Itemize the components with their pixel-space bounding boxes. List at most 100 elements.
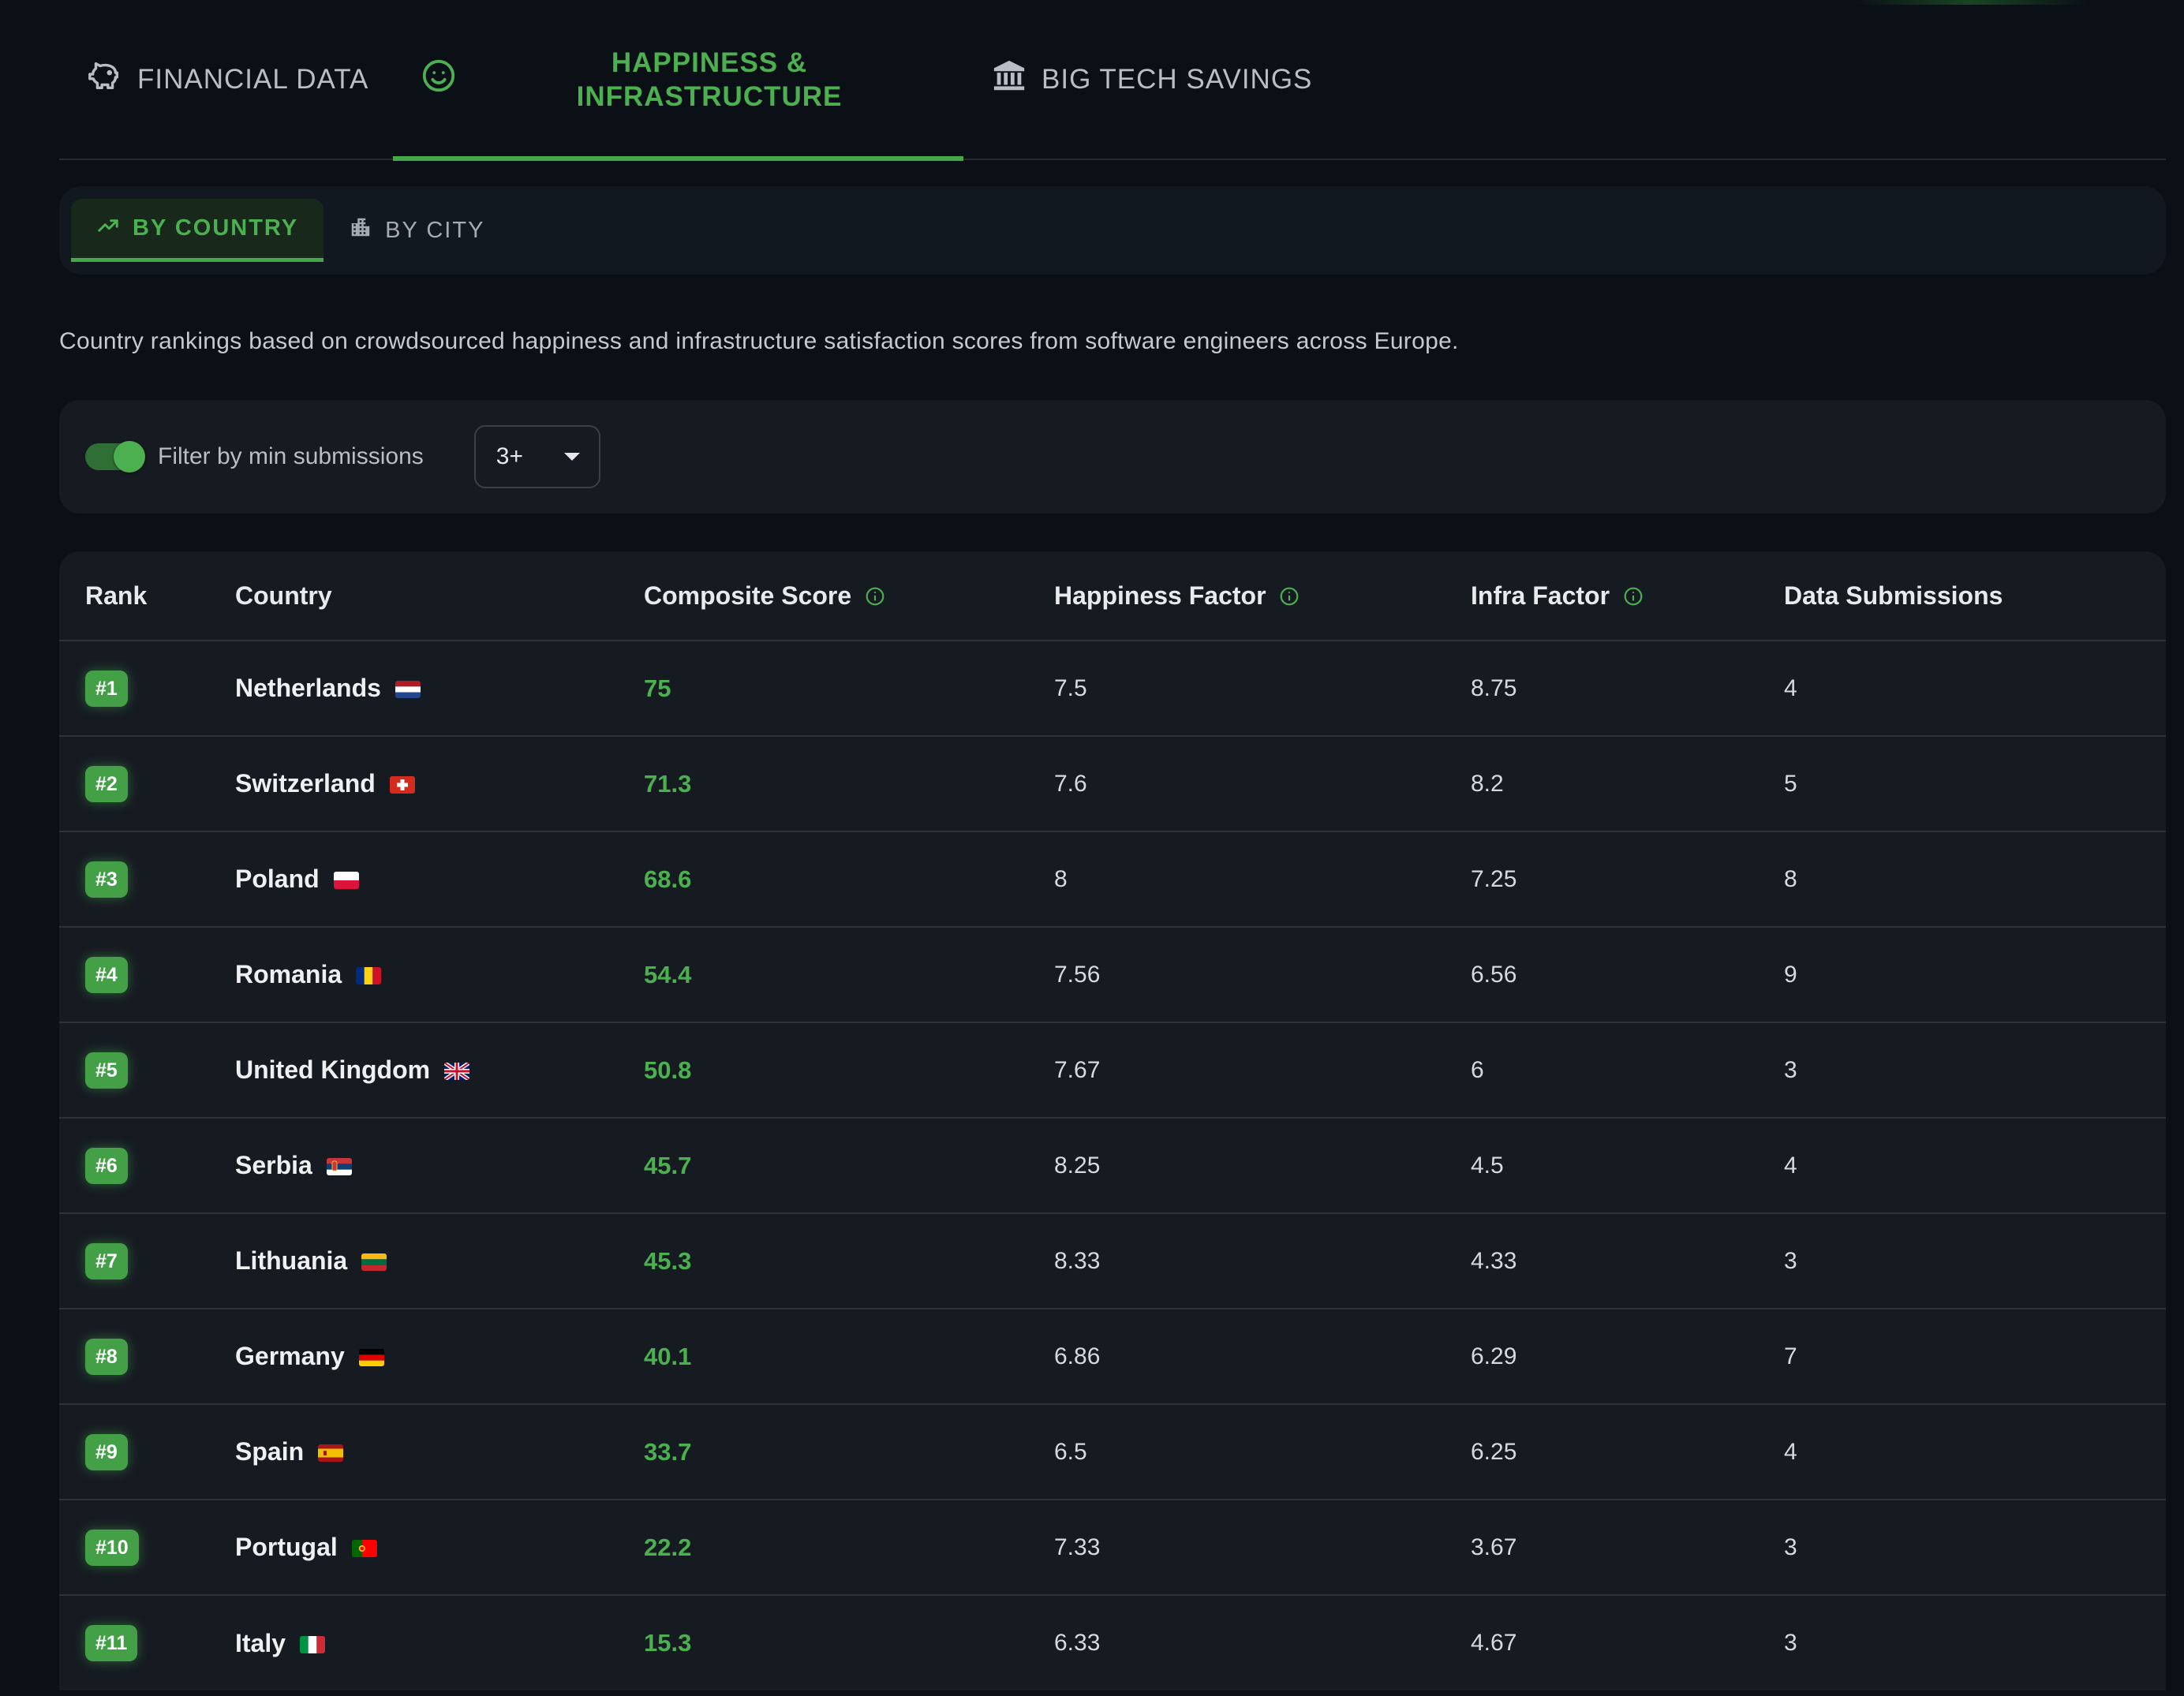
rank-badge: #8 — [85, 1338, 128, 1375]
cell-data-submissions: 9 — [1784, 927, 2166, 1023]
header-data-submissions[interactable]: Data Submissions — [1784, 551, 2166, 641]
data-submissions: 9 — [1784, 961, 1797, 988]
happiness-factor: 7.56 — [1054, 961, 1101, 988]
cell-country: Serbia — [235, 1118, 644, 1214]
chevron-down-icon — [563, 453, 580, 461]
header-happiness-factor[interactable]: Happiness Factor — [1054, 551, 1471, 641]
cell-country: Lithuania — [235, 1213, 644, 1309]
info-icon[interactable] — [1623, 584, 1644, 605]
main-tabs: FINANCIAL DATA HAPPINESS & INFRASTRUCTUR… — [59, 0, 2166, 161]
cell-happiness-factor: 8 — [1054, 831, 1471, 928]
composite-score: 71.3 — [644, 769, 692, 798]
cell-rank: #8 — [59, 1309, 235, 1405]
table-row[interactable]: #10 Portugal 22.2 7.33 3.67 3 — [59, 1500, 2166, 1596]
info-icon[interactable] — [865, 584, 885, 605]
cell-rank: #7 — [59, 1213, 235, 1309]
subtab-by-country-label: BY COUNTRY — [133, 215, 299, 241]
cell-composite-score: 71.3 — [644, 736, 1054, 832]
table-row[interactable]: #7 Lithuania 45.3 8.33 4.33 3 — [59, 1213, 2166, 1309]
cell-infra-factor: 8.2 — [1471, 736, 1784, 832]
header-rank[interactable]: Rank — [59, 551, 235, 641]
country-name: Portugal — [235, 1533, 338, 1561]
table-row[interactable]: #2 Switzerland 71.3 7.6 8.2 5 — [59, 736, 2166, 832]
cell-rank: #6 — [59, 1118, 235, 1214]
infra-factor: 6.25 — [1471, 1438, 1517, 1465]
cell-composite-score: 40.1 — [644, 1309, 1054, 1405]
flag-es-icon — [318, 1444, 344, 1462]
subtab-by-city[interactable]: BY CITY — [323, 199, 510, 262]
city-buildings-icon — [349, 215, 372, 245]
page-container: FINANCIAL DATA HAPPINESS & INFRASTRUCTUR… — [59, 0, 2166, 1690]
header-rank-label: Rank — [85, 581, 148, 610]
country-name: Serbia — [235, 1151, 312, 1179]
rankings-table: Rank Country Composite Score Happiness F… — [59, 551, 2166, 1690]
rank-badge: #10 — [85, 1529, 139, 1566]
composite-score: 33.7 — [644, 1437, 692, 1466]
data-submissions: 3 — [1784, 1630, 1797, 1656]
tab-happiness-label: HAPPINESS & INFRASTRUCTURE — [471, 46, 963, 114]
cell-rank: #10 — [59, 1500, 235, 1596]
rank-badge: #5 — [85, 1052, 128, 1089]
header-infra-factor[interactable]: Infra Factor — [1471, 551, 1784, 641]
flag-de-icon — [358, 1349, 384, 1366]
happiness-factor: 8.33 — [1054, 1247, 1101, 1274]
cell-composite-score: 68.6 — [644, 831, 1054, 928]
smiley-icon — [421, 58, 457, 101]
composite-score: 22.2 — [644, 1533, 692, 1561]
cell-country: Romania — [235, 927, 644, 1023]
tab-happiness-infrastructure[interactable]: HAPPINESS & INFRASTRUCTURE — [393, 0, 963, 161]
composite-score: 15.3 — [644, 1629, 692, 1657]
cell-data-submissions: 3 — [1784, 1213, 2166, 1309]
table-row[interactable]: #11 Italy 15.3 6.33 4.67 3 — [59, 1595, 2166, 1690]
header-country-label: Country — [235, 581, 332, 610]
rank-badge: #9 — [85, 1433, 128, 1470]
table-row[interactable]: #3 Poland 68.6 8 7.25 8 — [59, 831, 2166, 928]
cell-infra-factor: 6.29 — [1471, 1309, 1784, 1405]
infra-factor: 6 — [1471, 1056, 1484, 1083]
data-submissions: 8 — [1784, 865, 1797, 892]
cell-data-submissions: 5 — [1784, 736, 2166, 832]
cell-infra-factor: 6.56 — [1471, 927, 1784, 1023]
cell-happiness-factor: 7.67 — [1054, 1022, 1471, 1119]
min-submissions-toggle[interactable] — [85, 441, 145, 473]
rank-badge: #1 — [85, 670, 128, 707]
table-row[interactable]: #9 Spain 33.7 6.5 6.25 4 — [59, 1404, 2166, 1500]
table-row[interactable]: #8 Germany 40.1 6.86 6.29 7 — [59, 1309, 2166, 1405]
cell-composite-score: 50.8 — [644, 1022, 1054, 1119]
cell-composite-score: 75 — [644, 641, 1054, 737]
infra-factor: 3.67 — [1471, 1533, 1517, 1560]
table-row[interactable]: #6 Serbia 45.7 8.25 4.5 4 — [59, 1118, 2166, 1214]
flag-lt-icon — [361, 1253, 387, 1271]
tab-happiness-label-line1: HAPPINESS & — [611, 47, 808, 78]
happiness-factor: 6.33 — [1054, 1630, 1101, 1656]
data-submissions: 4 — [1784, 1438, 1797, 1465]
flag-pt-icon — [351, 1540, 377, 1557]
cell-infra-factor: 8.75 — [1471, 641, 1784, 737]
table-row[interactable]: #1 Netherlands 75 7.5 8.75 4 — [59, 641, 2166, 737]
cell-data-submissions: 8 — [1784, 831, 2166, 928]
flag-rs-icon — [326, 1158, 352, 1175]
cell-composite-score: 45.7 — [644, 1118, 1054, 1214]
table-row[interactable]: #4 Romania 54.4 7.56 6.56 9 — [59, 927, 2166, 1023]
tab-financial-data[interactable]: FINANCIAL DATA — [59, 0, 393, 159]
infra-factor: 6.56 — [1471, 961, 1517, 988]
header-country[interactable]: Country — [235, 551, 644, 641]
infra-factor: 8.2 — [1471, 770, 1504, 797]
min-submissions-select[interactable]: 3+ — [473, 425, 600, 488]
header-happiness-label: Happiness Factor — [1054, 581, 1266, 610]
tab-big-tech-savings[interactable]: BIG TECH SAVINGS — [963, 0, 1312, 159]
data-submissions: 4 — [1784, 674, 1797, 701]
cell-happiness-factor: 8.25 — [1054, 1118, 1471, 1214]
country-name: Poland — [235, 865, 320, 893]
cell-rank: #2 — [59, 736, 235, 832]
table-row[interactable]: #5 United Kingdom 50.8 7.67 6 3 — [59, 1022, 2166, 1119]
info-icon[interactable] — [1279, 584, 1300, 605]
composite-score: 75 — [644, 674, 671, 702]
cell-country: United Kingdom — [235, 1022, 644, 1119]
subtab-by-country[interactable]: BY COUNTRY — [71, 199, 324, 262]
rank-badge: #11 — [85, 1625, 138, 1661]
header-composite-score[interactable]: Composite Score — [644, 551, 1054, 641]
composite-score: 54.4 — [644, 960, 692, 988]
table-header-row: Rank Country Composite Score Happiness F… — [59, 551, 2166, 641]
cell-happiness-factor: 7.33 — [1054, 1500, 1471, 1596]
